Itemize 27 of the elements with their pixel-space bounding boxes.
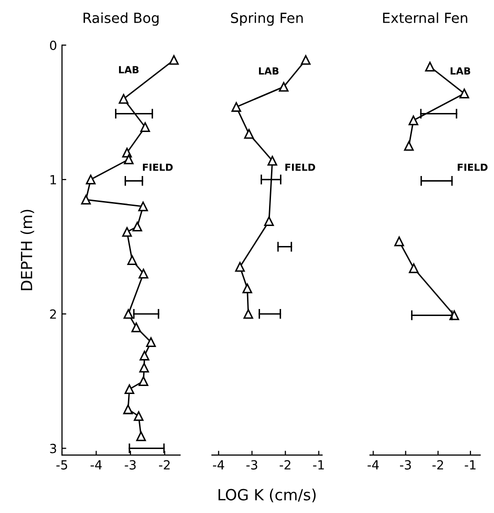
- y-tick-label: 1: [50, 175, 56, 184]
- annotation: FIELD: [458, 164, 488, 171]
- x-tick-label: -3: [246, 460, 258, 470]
- x-tick-label: -2: [432, 460, 444, 470]
- x-tick-label: -5: [56, 460, 68, 470]
- y-tick-label: 2: [50, 309, 56, 319]
- y-tick-label: 0: [50, 40, 56, 50]
- x-tick-label: -1: [313, 460, 324, 470]
- x-tick-label: -2: [280, 460, 290, 470]
- annotation: LAB: [258, 67, 279, 74]
- x-axis-title: LOG K (cm/s): [218, 488, 316, 502]
- y-tick-label: 3: [50, 444, 56, 454]
- annotation: FIELD: [285, 164, 316, 171]
- annotation: FIELD: [142, 164, 173, 171]
- x-tick-label: -3: [124, 460, 136, 470]
- x-tick-label: -1: [464, 460, 476, 470]
- x-tick-label: -4: [212, 460, 224, 470]
- chart-title: Raised Bog: [84, 12, 159, 26]
- y-axis-title: DEPTH (m): [20, 210, 34, 290]
- chart-title: Spring Fen: [231, 12, 303, 26]
- x-tick-label: -4: [90, 460, 102, 470]
- x-tick-label: -4: [368, 460, 379, 470]
- x-tick-label: -3: [400, 460, 411, 470]
- annotation: LAB: [119, 66, 139, 74]
- x-tick-label: -2: [159, 460, 170, 470]
- chart-title: External Fen: [383, 12, 468, 24]
- annotation: LAB: [450, 67, 470, 74]
